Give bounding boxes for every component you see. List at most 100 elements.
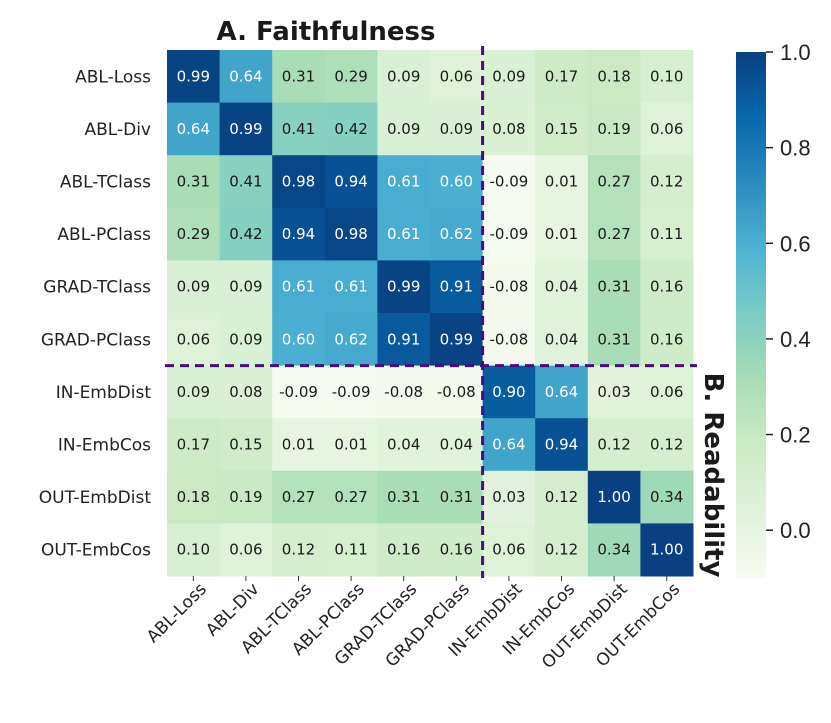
heatmap-cell bbox=[535, 155, 589, 209]
heatmap-cell bbox=[377, 50, 431, 104]
cell-value-label: 0.62 bbox=[334, 330, 367, 348]
heatmap-cell bbox=[535, 470, 589, 524]
cell-value-label: -0.09 bbox=[279, 383, 318, 401]
cell-value-label: -0.09 bbox=[489, 225, 528, 243]
heatmap-cell bbox=[535, 418, 589, 472]
cell-value-label: 0.11 bbox=[650, 225, 683, 243]
section-dividers bbox=[165, 46, 697, 578]
cell-value-label: 0.15 bbox=[545, 120, 578, 138]
heatmap-cell bbox=[324, 260, 378, 314]
heatmap-cell bbox=[272, 155, 326, 209]
cell-value-label: -0.09 bbox=[332, 383, 371, 401]
heatmap-cell bbox=[640, 50, 694, 104]
heatmap-cell bbox=[272, 260, 326, 314]
cell-value-label: -0.08 bbox=[384, 383, 423, 401]
cell-value-label: 0.12 bbox=[650, 436, 683, 454]
cell-value-label: 0.31 bbox=[597, 278, 630, 296]
cell-value-label: 0.09 bbox=[229, 278, 262, 296]
cell-value-label: 0.99 bbox=[440, 330, 473, 348]
heatmap-cell bbox=[587, 313, 641, 367]
heatmap-cell bbox=[587, 155, 641, 209]
heatmap-cell bbox=[535, 365, 589, 419]
heatmap-cell bbox=[535, 260, 589, 314]
heatmap-cell bbox=[482, 523, 536, 577]
heatmap-cell bbox=[167, 470, 221, 524]
cell-value-label: 0.11 bbox=[334, 541, 367, 559]
heatmap-cell bbox=[430, 260, 484, 314]
cell-value-label: 0.31 bbox=[597, 330, 630, 348]
cell-value-label: 0.19 bbox=[597, 120, 630, 138]
cell-value-label: 0.09 bbox=[492, 67, 525, 85]
cell-value-label: -0.08 bbox=[489, 330, 528, 348]
colorbar: 1.0 0.8 0.6 0.4 0.2 0.0 bbox=[736, 40, 811, 578]
cell-value-label: 0.12 bbox=[282, 541, 315, 559]
colorbar-tick-label: 0.2 bbox=[780, 423, 811, 448]
heatmap-cell bbox=[377, 313, 431, 367]
row-label: ABL-Loss bbox=[75, 67, 151, 87]
colorbar-tick-label: 0.6 bbox=[780, 231, 811, 256]
heatmap-cell bbox=[167, 313, 221, 367]
heatmap-cell bbox=[219, 365, 273, 419]
colorbar-tick-label: 0.0 bbox=[780, 518, 811, 543]
cell-value-label: 0.94 bbox=[282, 225, 315, 243]
heatmap-cell bbox=[272, 470, 326, 524]
cell-value-label: 0.04 bbox=[387, 436, 420, 454]
heatmap-cell bbox=[324, 207, 378, 261]
row-label: GRAD-PClass bbox=[41, 330, 151, 350]
cell-value-label: 0.98 bbox=[334, 225, 367, 243]
heatmap-cell bbox=[587, 50, 641, 104]
heatmap-cell bbox=[167, 102, 221, 156]
heatmap-cell bbox=[640, 207, 694, 261]
cell-value-label: 0.27 bbox=[334, 488, 367, 506]
heatmap-cell bbox=[272, 50, 326, 104]
cell-value-label: 0.09 bbox=[177, 278, 210, 296]
cell-value-label: 0.34 bbox=[650, 488, 683, 506]
heatmap-cell bbox=[324, 418, 378, 472]
heatmap-cell bbox=[640, 523, 694, 577]
heatmap-cell bbox=[482, 207, 536, 261]
cell-value-label: 0.09 bbox=[440, 120, 473, 138]
cell-value-label: 0.61 bbox=[387, 225, 420, 243]
heatmap-cell bbox=[324, 470, 378, 524]
cell-value-label: 0.64 bbox=[492, 436, 525, 454]
heatmap-cell bbox=[430, 523, 484, 577]
heatmap-cell bbox=[430, 50, 484, 104]
row-label: OUT-EmbDist bbox=[39, 488, 152, 508]
cell-value-label: 0.17 bbox=[177, 436, 210, 454]
colorbar-tick-label: 0.8 bbox=[780, 136, 811, 161]
colorbar-tick-label: 1.0 bbox=[780, 40, 811, 65]
heatmap-cell bbox=[167, 365, 221, 419]
cell-value-label: 0.42 bbox=[334, 120, 367, 138]
heatmap-cells: 0.99 0.64 0.31 0.29 0.09 0.06 0.09 0.17 0.18 0.10… bbox=[167, 50, 694, 577]
heatmap-cell bbox=[272, 418, 326, 472]
cell-value-label: 0.34 bbox=[597, 541, 630, 559]
row-label: IN-EmbCos bbox=[58, 436, 151, 456]
colorbar-gradient bbox=[736, 52, 766, 578]
cell-value-label: 0.99 bbox=[177, 67, 210, 85]
heatmap-cell bbox=[324, 523, 378, 577]
cell-value-label: 0.09 bbox=[387, 67, 420, 85]
cell-value-label: 0.04 bbox=[545, 278, 578, 296]
heatmap-cell bbox=[377, 470, 431, 524]
row-label: ABL-Div bbox=[85, 120, 151, 140]
heatmap-cell bbox=[167, 50, 221, 104]
heatmap-cell bbox=[640, 418, 694, 472]
cell-value-label: 0.99 bbox=[229, 120, 262, 138]
cell-value-label: 0.15 bbox=[229, 436, 262, 454]
heatmap-cell bbox=[640, 102, 694, 156]
cell-value-label: 0.91 bbox=[387, 330, 420, 348]
cell-value-label: 0.41 bbox=[282, 120, 315, 138]
cell-value-label: 0.27 bbox=[282, 488, 315, 506]
cell-value-label: 0.61 bbox=[387, 173, 420, 191]
cell-value-label: -0.09 bbox=[489, 173, 528, 191]
cell-value-label: 0.06 bbox=[177, 330, 210, 348]
cell-value-label: 0.61 bbox=[282, 278, 315, 296]
heatmap-cell bbox=[324, 50, 378, 104]
heatmap-cell bbox=[587, 365, 641, 419]
cell-value-label: 0.18 bbox=[177, 488, 210, 506]
heatmap-cell bbox=[167, 207, 221, 261]
cell-value-label: 0.09 bbox=[387, 120, 420, 138]
heatmap-cell bbox=[482, 50, 536, 104]
cell-value-label: 0.09 bbox=[229, 330, 262, 348]
